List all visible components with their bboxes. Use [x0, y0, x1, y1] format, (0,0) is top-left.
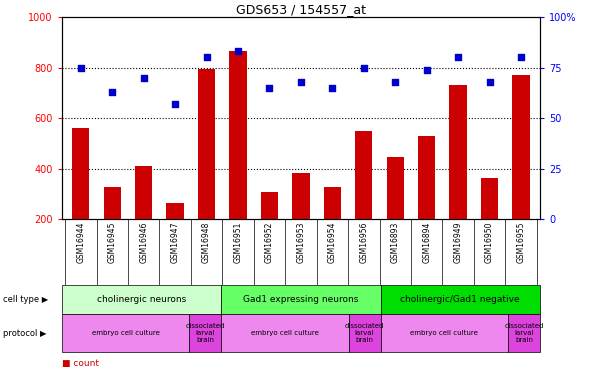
- Bar: [62, 285, 221, 314]
- Bar: [261, 192, 278, 219]
- Bar: [62, 314, 189, 352]
- Point: [516, 54, 526, 60]
- Bar: [386, 158, 404, 219]
- Point: [76, 64, 86, 70]
- Title: GDS653 / 154557_at: GDS653 / 154557_at: [236, 3, 366, 16]
- Text: GSM16951: GSM16951: [234, 221, 242, 263]
- Bar: [481, 178, 498, 219]
- Point: [453, 54, 463, 60]
- Bar: [198, 69, 215, 219]
- Text: GSM16956: GSM16956: [359, 221, 368, 263]
- Text: Gad1 expressing neurons: Gad1 expressing neurons: [243, 295, 359, 304]
- Point: [359, 64, 369, 70]
- Point: [485, 79, 494, 85]
- Bar: [230, 51, 247, 219]
- Text: GSM16947: GSM16947: [171, 221, 179, 263]
- Bar: [72, 128, 90, 219]
- Text: GSM16944: GSM16944: [76, 221, 86, 263]
- Point: [265, 85, 274, 91]
- Text: protocol ▶: protocol ▶: [3, 328, 47, 338]
- Point: [107, 89, 117, 95]
- Bar: [418, 136, 435, 219]
- Text: GSM16946: GSM16946: [139, 221, 148, 263]
- Text: cell type ▶: cell type ▶: [3, 295, 48, 304]
- Text: cholinergic neurons: cholinergic neurons: [97, 295, 186, 304]
- Bar: [381, 285, 540, 314]
- Text: embryo cell culture: embryo cell culture: [251, 330, 319, 336]
- Bar: [104, 187, 121, 219]
- Point: [296, 79, 306, 85]
- Bar: [166, 203, 183, 219]
- Bar: [292, 172, 310, 219]
- Text: ■ count: ■ count: [62, 359, 99, 368]
- Text: dissociated
larval
brain: dissociated larval brain: [186, 323, 225, 343]
- Text: GSM16954: GSM16954: [328, 221, 337, 263]
- Point: [327, 85, 337, 91]
- Bar: [450, 85, 467, 219]
- Text: GSM16952: GSM16952: [265, 221, 274, 263]
- Text: cholinergic/Gad1 negative: cholinergic/Gad1 negative: [401, 295, 520, 304]
- Text: GSM16953: GSM16953: [296, 221, 306, 263]
- Bar: [221, 285, 381, 314]
- Text: embryo cell culture: embryo cell culture: [410, 330, 478, 336]
- Point: [202, 54, 211, 60]
- Point: [171, 101, 180, 107]
- Point: [139, 75, 149, 81]
- Text: GSM16894: GSM16894: [422, 221, 431, 263]
- Bar: [324, 187, 341, 219]
- Point: [422, 66, 431, 72]
- Text: dissociated
larval
brain: dissociated larval brain: [504, 323, 543, 343]
- Text: GSM16949: GSM16949: [454, 221, 463, 263]
- Bar: [349, 314, 381, 352]
- Text: GSM16950: GSM16950: [485, 221, 494, 263]
- Bar: [508, 314, 540, 352]
- Point: [391, 79, 400, 85]
- Text: GSM16948: GSM16948: [202, 221, 211, 263]
- Bar: [355, 131, 372, 219]
- Text: GSM16955: GSM16955: [516, 221, 526, 263]
- Bar: [189, 314, 221, 352]
- Bar: [381, 314, 508, 352]
- Bar: [512, 75, 530, 219]
- Text: GSM16945: GSM16945: [108, 221, 117, 263]
- Bar: [221, 314, 349, 352]
- Point: [233, 48, 242, 54]
- Text: GSM16893: GSM16893: [391, 221, 399, 263]
- Text: dissociated
larval
brain: dissociated larval brain: [345, 323, 384, 343]
- Bar: [135, 166, 152, 219]
- Text: embryo cell culture: embryo cell culture: [91, 330, 160, 336]
